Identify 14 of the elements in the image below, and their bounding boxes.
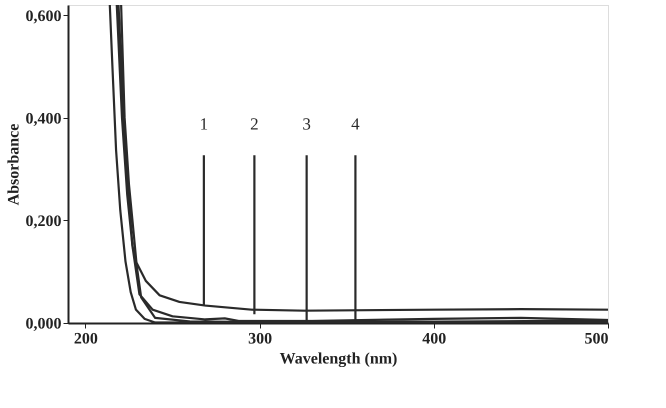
x-tick-label: 400	[422, 330, 446, 348]
y-axis-title: Absorbance	[6, 124, 22, 206]
y-tick-label: 0,400	[26, 110, 62, 128]
x-tick-label: 500	[584, 330, 608, 348]
series-label: 2	[250, 114, 259, 134]
y-tick-label: 0,200	[26, 212, 62, 230]
y-tick-label: 0,600	[26, 8, 62, 25]
x-tick-label: 300	[248, 330, 272, 348]
series-label: 4	[351, 114, 360, 134]
series-label: 3	[302, 114, 311, 134]
series-label: 1	[200, 114, 208, 134]
y-tick-label: 0,000	[26, 316, 62, 332]
x-tick-label: 200	[74, 330, 98, 348]
x-axis-title: Wavelength (nm)	[280, 350, 398, 368]
